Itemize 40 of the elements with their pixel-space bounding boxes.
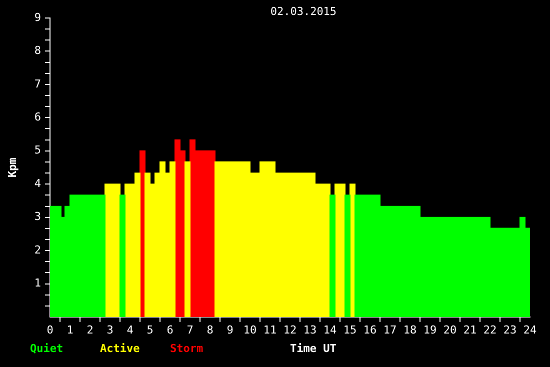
text: Quiet bbox=[30, 342, 64, 355]
text: Storm bbox=[170, 342, 204, 355]
x-tick-label: 7 bbox=[186, 323, 194, 336]
x-tick-label: 24 bbox=[523, 323, 537, 336]
x-tick-label: 9 bbox=[226, 323, 234, 336]
x-tick-label: 17 bbox=[383, 323, 397, 336]
y-axis-title: Kpm bbox=[6, 157, 19, 178]
y-tick-label: 4 bbox=[34, 176, 42, 190]
y-tick-label: 1 bbox=[34, 276, 41, 290]
y-tick-label: 3 bbox=[34, 210, 41, 224]
y-tick-label: 8 bbox=[34, 44, 41, 58]
x-tick-label: 5 bbox=[146, 323, 154, 336]
y-tick-label: 9 bbox=[34, 10, 41, 24]
x-tick-label: 13 bbox=[303, 323, 317, 336]
x-tick-label: 16 bbox=[363, 323, 377, 336]
x-tick-label: 23 bbox=[503, 323, 517, 336]
y-tick-label: 7 bbox=[34, 77, 41, 90]
text: Active bbox=[100, 342, 140, 355]
x-tick-label: 19 bbox=[423, 323, 437, 336]
y-tick-label: 5 bbox=[34, 144, 41, 157]
x-tick-label: 3 bbox=[106, 323, 114, 336]
x-tick-label: 14 bbox=[323, 323, 337, 336]
x-tick-label: 11 bbox=[263, 323, 277, 336]
x-tick-label: 18 bbox=[403, 323, 417, 336]
x-tick-label: 2 bbox=[86, 323, 94, 336]
x-tick-label: 8 bbox=[206, 323, 214, 336]
x-tick-label: 1 bbox=[66, 323, 74, 336]
y-tick-label: 6 bbox=[34, 110, 41, 124]
x-tick-label: 4 bbox=[126, 323, 134, 336]
x-tick-label: 12 bbox=[283, 323, 297, 336]
x-axis-title: Time UT bbox=[290, 342, 337, 355]
x-tick-label: 10 bbox=[243, 323, 257, 336]
x-tick-label: 0 bbox=[46, 323, 54, 336]
x-tick-label: 6 bbox=[166, 323, 174, 336]
y-tick-label: 2 bbox=[34, 243, 41, 256]
x-tick-label: 15 bbox=[343, 323, 357, 336]
x-tick-label: 20 bbox=[443, 323, 457, 336]
x-tick-label: 21 bbox=[463, 323, 477, 336]
x-tick-label: 22 bbox=[483, 323, 497, 336]
chart-title: 02.03.2015 bbox=[270, 4, 337, 18]
